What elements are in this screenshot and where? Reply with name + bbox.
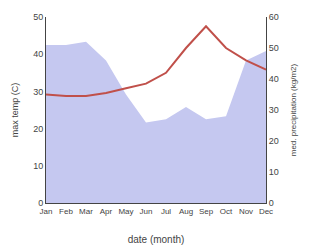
svg-text:30: 30 xyxy=(33,87,43,97)
svg-text:10: 10 xyxy=(269,167,279,177)
svg-text:40: 40 xyxy=(33,49,43,59)
svg-text:max temp (C): max temp (C) xyxy=(10,83,20,138)
svg-text:40: 40 xyxy=(269,74,279,84)
svg-text:Aug: Aug xyxy=(179,207,193,216)
svg-text:Jul: Jul xyxy=(161,207,171,216)
svg-text:date (month): date (month) xyxy=(128,234,185,245)
svg-text:Feb: Feb xyxy=(59,207,73,216)
svg-text:20: 20 xyxy=(33,124,43,134)
svg-text:0: 0 xyxy=(38,198,43,208)
svg-text:Jan: Jan xyxy=(40,207,53,216)
svg-text:30: 30 xyxy=(269,105,279,115)
svg-text:Sep: Sep xyxy=(199,207,214,216)
svg-text:20: 20 xyxy=(269,136,279,146)
svg-text:Apr: Apr xyxy=(100,207,113,216)
svg-text:Nov: Nov xyxy=(239,207,253,216)
svg-text:10: 10 xyxy=(33,161,43,171)
svg-text:med. precipitation (kg/m2): med. precipitation (kg/m2) xyxy=(289,63,298,156)
svg-text:0: 0 xyxy=(269,198,274,208)
svg-text:Dec: Dec xyxy=(259,207,273,216)
svg-text:May: May xyxy=(118,207,133,216)
svg-text:50: 50 xyxy=(33,12,43,22)
svg-text:60: 60 xyxy=(269,12,279,22)
svg-text:Mar: Mar xyxy=(79,207,93,216)
svg-text:Jun: Jun xyxy=(140,207,153,216)
svg-text:Oct: Oct xyxy=(220,207,233,216)
svg-text:50: 50 xyxy=(269,43,279,53)
